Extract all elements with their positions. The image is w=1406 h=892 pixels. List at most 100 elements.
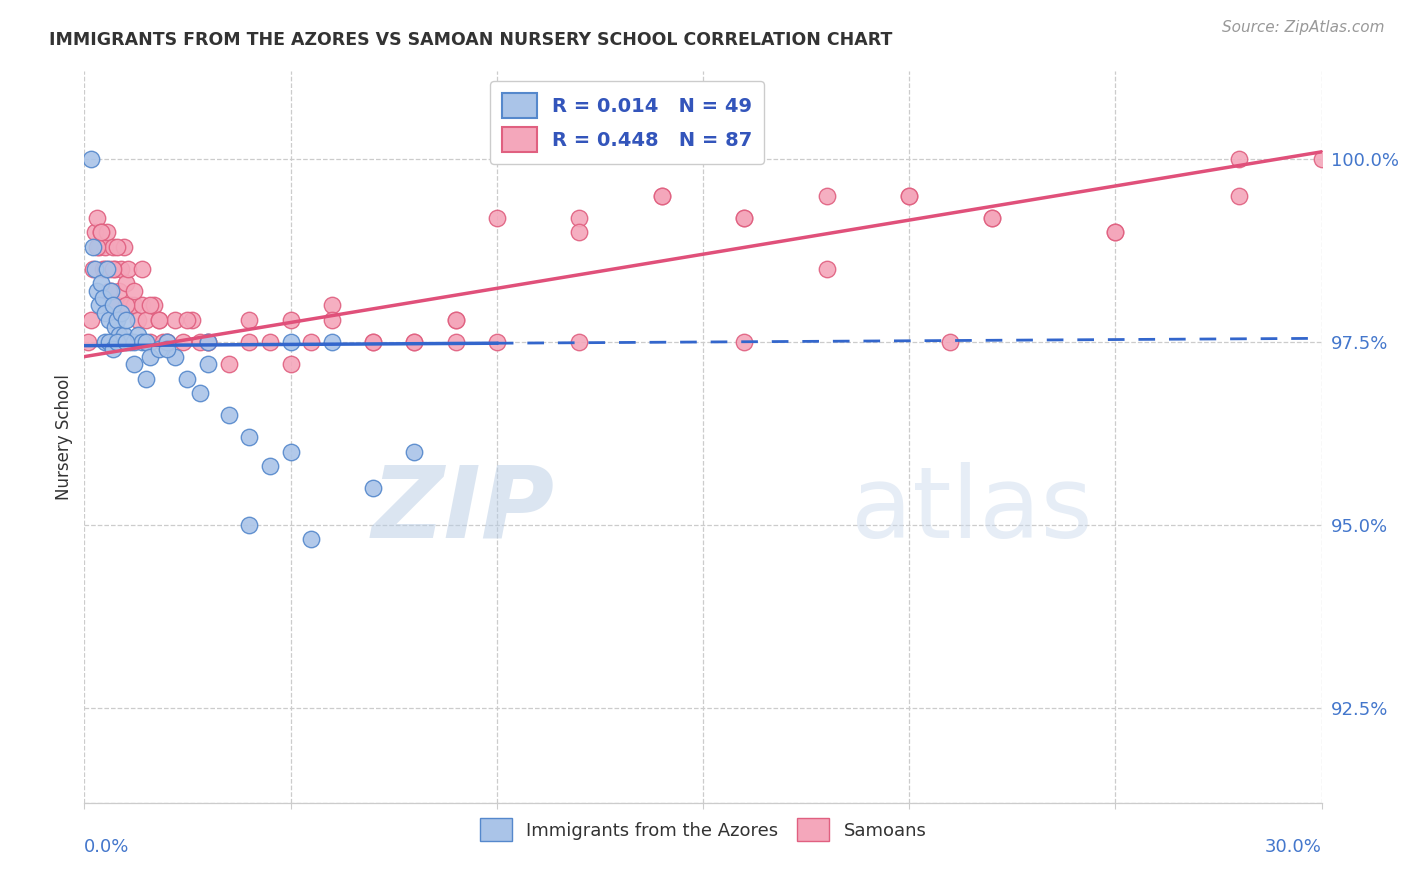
Point xyxy=(100,284,122,298)
Point xyxy=(103,240,125,254)
Text: 30.0%: 30.0% xyxy=(1265,838,1322,856)
Point xyxy=(148,313,170,327)
Point xyxy=(90,277,112,291)
Point xyxy=(280,357,302,371)
Point xyxy=(114,313,136,327)
Point xyxy=(176,371,198,385)
Point xyxy=(218,408,240,422)
Text: atlas: atlas xyxy=(852,462,1092,558)
Point xyxy=(321,298,343,312)
Point xyxy=(127,327,149,342)
Point xyxy=(103,298,125,312)
Point xyxy=(733,211,755,225)
Point xyxy=(733,334,755,349)
Point xyxy=(86,284,108,298)
Point xyxy=(86,211,108,225)
Point xyxy=(361,481,384,495)
Point xyxy=(156,343,179,357)
Point xyxy=(259,459,281,474)
Point xyxy=(79,152,101,166)
Point xyxy=(79,313,101,327)
Point xyxy=(299,533,322,547)
Point xyxy=(148,343,170,357)
Point xyxy=(898,188,921,202)
Point xyxy=(114,298,136,312)
Point xyxy=(939,334,962,349)
Point xyxy=(444,313,467,327)
Point xyxy=(117,261,139,276)
Point xyxy=(122,334,145,349)
Point xyxy=(105,334,128,349)
Point xyxy=(139,350,162,364)
Point xyxy=(94,306,117,320)
Point xyxy=(94,334,117,349)
Point xyxy=(122,298,145,312)
Point xyxy=(114,334,136,349)
Point xyxy=(103,343,125,357)
Point xyxy=(980,211,1002,225)
Point xyxy=(444,313,467,327)
Point xyxy=(238,517,260,532)
Point xyxy=(444,334,467,349)
Point xyxy=(112,327,135,342)
Point xyxy=(100,284,122,298)
Point xyxy=(82,240,104,254)
Point xyxy=(87,298,110,312)
Point xyxy=(651,188,673,202)
Point xyxy=(98,261,121,276)
Point xyxy=(105,298,128,312)
Point xyxy=(280,313,302,327)
Point xyxy=(122,357,145,371)
Point xyxy=(197,357,219,371)
Point xyxy=(90,225,112,239)
Point xyxy=(83,261,105,276)
Point xyxy=(1227,152,1250,166)
Point xyxy=(176,313,198,327)
Point xyxy=(321,313,343,327)
Point xyxy=(1227,188,1250,202)
Point xyxy=(98,334,121,349)
Point xyxy=(105,240,128,254)
Point xyxy=(898,188,921,202)
Point xyxy=(197,334,219,349)
Point xyxy=(83,225,105,239)
Point xyxy=(105,313,128,327)
Point xyxy=(98,313,121,327)
Point xyxy=(98,284,121,298)
Text: 0.0%: 0.0% xyxy=(84,838,129,856)
Point xyxy=(568,334,591,349)
Point xyxy=(108,284,131,298)
Y-axis label: Nursery School: Nursery School xyxy=(55,374,73,500)
Point xyxy=(152,334,174,349)
Point xyxy=(110,261,132,276)
Point xyxy=(280,334,302,349)
Point xyxy=(135,334,157,349)
Point xyxy=(568,225,591,239)
Point xyxy=(82,261,104,276)
Point xyxy=(404,444,426,458)
Point xyxy=(485,211,508,225)
Point xyxy=(568,211,591,225)
Point xyxy=(238,313,260,327)
Point xyxy=(197,334,219,349)
Point xyxy=(112,240,135,254)
Point xyxy=(96,225,118,239)
Point xyxy=(77,334,100,349)
Point xyxy=(104,320,127,334)
Point xyxy=(143,298,166,312)
Point xyxy=(815,261,838,276)
Point xyxy=(259,334,281,349)
Point xyxy=(165,350,187,364)
Point xyxy=(94,240,117,254)
Point xyxy=(96,261,118,276)
Point xyxy=(180,313,202,327)
Point xyxy=(156,334,179,349)
Point xyxy=(131,261,153,276)
Point xyxy=(165,313,187,327)
Point xyxy=(404,334,426,349)
Text: ZIP: ZIP xyxy=(371,462,554,558)
Point xyxy=(103,261,125,276)
Point xyxy=(131,298,153,312)
Point xyxy=(238,334,260,349)
Point xyxy=(361,334,384,349)
